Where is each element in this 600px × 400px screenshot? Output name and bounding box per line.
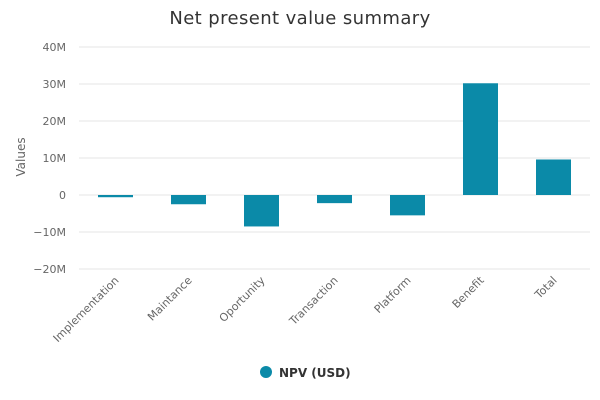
y-tick-label: −10M: [33, 226, 66, 239]
bar-platform[interactable]: [390, 195, 425, 216]
y-tick-label: 30M: [43, 78, 67, 91]
x-tick-label: Platform: [372, 274, 414, 316]
bar-transaction[interactable]: [317, 195, 352, 204]
y-tick-label: 20M: [43, 115, 67, 128]
bars: [98, 83, 571, 227]
bar-benefit[interactable]: [463, 83, 498, 195]
y-axis-label: Values: [14, 137, 28, 176]
x-tick-label: Oportunity: [217, 274, 268, 325]
legend[interactable]: NPV (USD): [260, 366, 351, 380]
y-tick-label: 0: [59, 189, 66, 202]
y-tick-label: 40M: [43, 41, 67, 54]
x-tick-label: Maintance: [145, 274, 195, 324]
x-tick-label: Transaction: [286, 274, 340, 328]
x-tick-label: Total: [532, 274, 560, 302]
x-axis-ticks: Implementation Maintance Oportunity Transac…: [51, 273, 560, 344]
bar-implementation[interactable]: [98, 195, 133, 198]
y-tick-label: 10M: [43, 152, 67, 165]
x-tick-label: Implementation: [51, 274, 122, 345]
bar-total[interactable]: [536, 159, 571, 195]
bar-maintance[interactable]: [171, 195, 206, 205]
grid-lines: [79, 46, 590, 270]
legend-marker-icon: [260, 366, 272, 378]
x-tick-label: Benefit: [450, 273, 487, 310]
y-tick-label: −20M: [33, 263, 66, 276]
y-axis-ticks: 40M 30M 20M 10M 0 −10M −20M: [33, 41, 66, 276]
chart-title: Net present value summary: [169, 8, 430, 29]
legend-label[interactable]: NPV (USD): [279, 366, 351, 380]
bar-oportunity[interactable]: [244, 195, 279, 227]
